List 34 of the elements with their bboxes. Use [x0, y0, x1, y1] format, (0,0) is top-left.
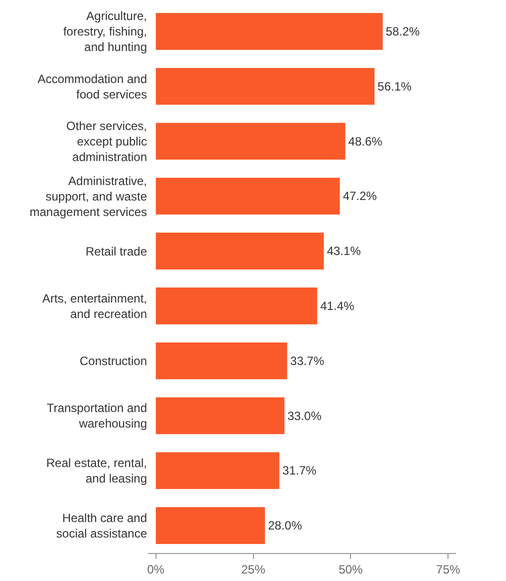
- bar: [156, 288, 318, 324]
- y-tick-label: Other services, except public administration: [66, 118, 147, 164]
- data-label: 43.1%: [326, 244, 362, 258]
- data-label: 28.0%: [268, 518, 302, 533]
- bar: [156, 342, 288, 380]
- data-label: 58.2%: [386, 24, 420, 38]
- y-tick-label: Construction: [80, 354, 147, 368]
- bar: [156, 452, 280, 490]
- x-tick-label: 50%: [338, 562, 364, 576]
- y-tick-label: Administrative, support, and waste management services: [30, 174, 148, 219]
- bar: [156, 13, 383, 50]
- y-tick-label: Real estate, rental, and leasing: [46, 456, 147, 486]
- data-label: 33.0%: [287, 408, 322, 423]
- data-label: 48.6%: [348, 134, 383, 148]
- bar: [156, 397, 284, 434]
- data-label: 41.4%: [320, 298, 355, 313]
- y-tick-label: Accommodation and food services: [38, 72, 147, 102]
- bar: [156, 507, 265, 544]
- data-label: 33.7%: [290, 354, 325, 368]
- bar: [156, 178, 340, 215]
- data-label: 56.1%: [378, 79, 412, 94]
- data-label: 31.7%: [282, 464, 317, 478]
- y-tick-label: Transportation and warehousing: [46, 401, 147, 431]
- bar: [156, 68, 375, 105]
- data-label: 47.2%: [342, 189, 378, 204]
- bar: [156, 232, 324, 270]
- y-tick-label: Retail trade: [86, 244, 148, 258]
- y-tick-label: Agriculture, forestry, fishing, and hunting: [63, 9, 147, 54]
- y-tick-label: Health care and social assistance: [56, 510, 148, 541]
- y-tick-label: Arts, entertainment, and recreation: [42, 291, 147, 321]
- bar: [156, 122, 346, 160]
- x-tick-label: 25%: [241, 562, 266, 576]
- x-tick-label: 0%: [147, 562, 165, 576]
- x-tick-label: 75%: [436, 562, 461, 576]
